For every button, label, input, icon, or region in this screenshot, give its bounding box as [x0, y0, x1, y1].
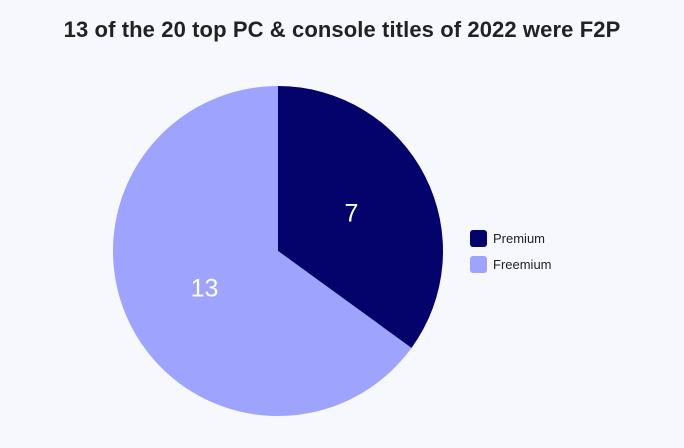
legend-label-freemium: Freemium	[493, 257, 552, 272]
legend-item-freemium: Freemium	[470, 256, 552, 273]
pie-slice-freemium	[112, 86, 412, 417]
chart-title: 13 of the 20 top PC & console titles of …	[63, 17, 621, 42]
legend-item-premium: Premium	[470, 230, 552, 247]
data-label-premium: 7	[345, 200, 359, 228]
data-label-freemium: 13	[191, 274, 219, 302]
chart-legend: Premium Freemium	[470, 230, 552, 282]
legend-swatch-freemium	[470, 256, 487, 273]
legend-swatch-premium	[470, 230, 487, 247]
legend-label-premium: Premium	[493, 231, 546, 246]
pie-slice-premium	[278, 86, 443, 348]
